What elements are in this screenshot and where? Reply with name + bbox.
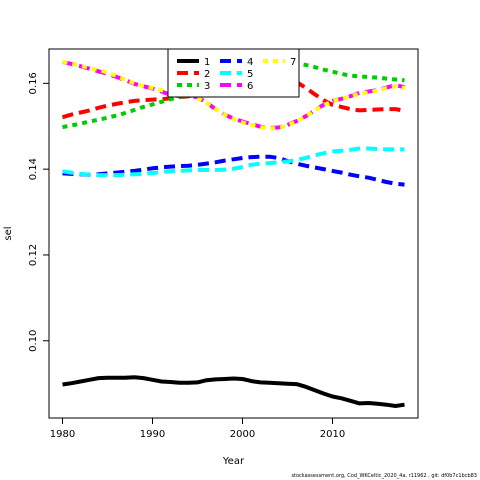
y-axis-title: sel — [3, 226, 14, 240]
series-layer — [61, 59, 405, 408]
series-line-4 — [62, 154, 405, 187]
x-tick-label: 2000 — [230, 429, 255, 440]
y-tick-label: 0.16 — [28, 72, 39, 94]
series-line-5 — [62, 146, 405, 178]
x-tick-label: 2010 — [320, 429, 345, 440]
legend-box — [167, 48, 300, 98]
legend: 123 456 7 — [167, 48, 300, 98]
x-axis: 1980 1990 2000 2010 — [50, 418, 345, 440]
y-tick-label: 0.10 — [28, 330, 39, 352]
y-tick-label: 0.12 — [28, 244, 39, 266]
series-line-7 — [62, 59, 405, 131]
legend-label-4: 4 — [247, 57, 253, 68]
x-tick-label: 1990 — [140, 429, 165, 440]
series-line-1 — [62, 375, 405, 408]
series-line-6 — [62, 59, 405, 130]
legend-label-1: 1 — [204, 57, 210, 68]
legend-label-3: 3 — [204, 81, 210, 92]
legend-label-7: 7 — [290, 57, 296, 68]
x-axis-title: Year — [222, 456, 245, 467]
legend-label-2: 2 — [204, 69, 210, 80]
x-tick-label: 1980 — [50, 429, 75, 440]
y-axis: 0.10 0.12 0.14 0.16 — [28, 72, 49, 352]
y-tick-label: 0.14 — [28, 158, 39, 180]
footnote: stockassessment.org, Cod_WKCeltic_2020_4… — [291, 473, 477, 479]
legend-label-5: 5 — [247, 69, 253, 80]
legend-label-6: 6 — [247, 81, 253, 92]
